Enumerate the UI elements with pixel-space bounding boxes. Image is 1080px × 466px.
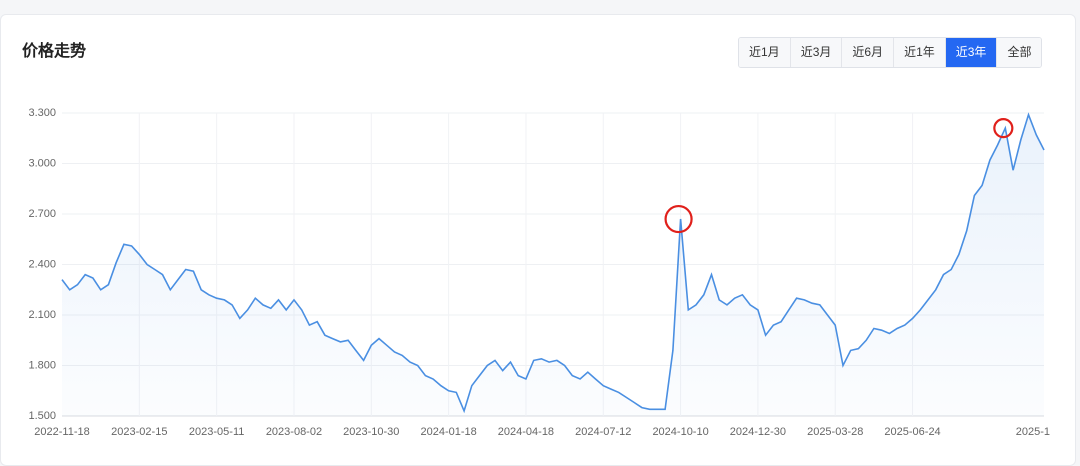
highlight-circle [993, 118, 1014, 139]
x-tick-label: 2022-11-18 [34, 426, 89, 438]
x-tick-label: 2025-1 [1016, 426, 1050, 438]
y-tick-label: 2.700 [28, 208, 56, 220]
range-button[interactable]: 近1年 [894, 38, 946, 67]
x-tick-label: 2025-06-24 [884, 426, 940, 438]
line [61, 112, 1045, 414]
y-tick-label: 3.000 [28, 157, 56, 169]
range-button[interactable]: 近6月 [842, 38, 895, 67]
x-tick-label: 2023-08-02 [266, 426, 322, 438]
range-button[interactable]: 近3年 [945, 38, 998, 67]
range-buttons: 近1月 近3月 近6月 近1年 近3年 全部 [738, 37, 1043, 68]
x-tick-label: 2023-10-30 [343, 426, 399, 438]
x-tick-label: 2024-12-30 [730, 426, 786, 438]
range-button[interactable]: 近3月 [790, 38, 843, 67]
x-tick-label: 2024-10-10 [652, 426, 708, 438]
y-tick-label: 1.500 [28, 410, 56, 422]
x-tick-label: 2024-01-18 [420, 426, 476, 438]
chart: 价格走势 1.500 1.800 2.100 2.400 2.700 3.000 3.300… [22, 41, 1050, 438]
x-tick-label: 2023-05-11 [189, 426, 244, 438]
x-tick-label: 2024-04-18 [498, 426, 554, 438]
range-button[interactable]: 近1月 [739, 38, 791, 67]
x-tick-label: 2023-02-15 [111, 426, 167, 438]
range-button[interactable]: 全部 [997, 38, 1042, 67]
highlight-circle [664, 204, 693, 234]
x-tick-label: 2024-07-12 [575, 426, 631, 438]
page: 价格走势 1.500 1.800 2.100 2.400 2.700 3.000 3.300… [0, 14, 1076, 466]
y-tick-label: 2.400 [28, 258, 56, 270]
area [62, 114, 1044, 416]
x-tick-label: 2025-03-28 [807, 426, 863, 438]
y-tick-label: 3.300 [28, 107, 56, 119]
y-tick-label: 1.800 [28, 359, 56, 371]
chart-title: 价格走势 [22, 41, 86, 60]
y-tick-label: 2.100 [28, 309, 56, 321]
